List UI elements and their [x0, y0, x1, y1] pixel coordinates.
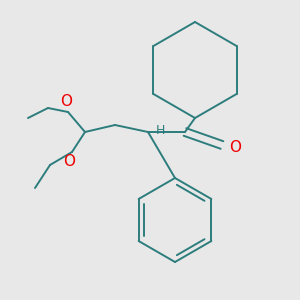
Text: H: H — [155, 124, 165, 136]
Text: O: O — [63, 154, 75, 169]
Text: O: O — [229, 140, 241, 154]
Text: O: O — [60, 94, 72, 110]
